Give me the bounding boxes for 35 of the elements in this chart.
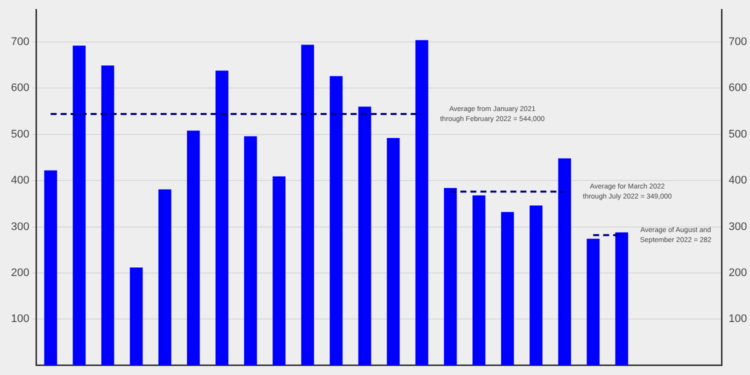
y2-tick-label: 200 <box>728 267 748 280</box>
bar <box>586 238 600 366</box>
y-tick-label: 400 <box>10 174 30 187</box>
y-tick-label: 600 <box>10 82 30 94</box>
bar <box>615 232 628 366</box>
bar <box>415 40 428 366</box>
bar <box>244 136 257 366</box>
y-tick-label: 300 <box>10 220 30 233</box>
y-tick-label: 200 <box>10 267 30 280</box>
bar <box>44 170 58 366</box>
y2-tick-label: 600 <box>728 82 748 94</box>
y2-tick-label: 100 <box>728 313 748 326</box>
bar <box>358 106 372 366</box>
bar <box>158 189 172 366</box>
bar <box>386 138 400 366</box>
y-tick-label: 500 <box>10 128 30 140</box>
y-tick-label: 700 <box>10 36 30 48</box>
bar <box>301 44 314 366</box>
bar <box>558 158 572 366</box>
bar <box>272 176 286 366</box>
bar <box>444 188 457 366</box>
bar <box>130 267 143 366</box>
y2-tick-label: 400 <box>728 174 748 187</box>
y-tick-label: 100 <box>10 313 30 326</box>
y2-tick-label: 500 <box>728 128 748 140</box>
bar <box>530 206 542 366</box>
bar <box>501 212 514 366</box>
bar <box>72 46 86 366</box>
bar <box>101 66 114 366</box>
y2-tick-label: 700 <box>728 36 748 48</box>
bar <box>216 70 228 366</box>
bar <box>472 195 486 366</box>
y2-tick-label: 300 <box>728 220 748 233</box>
bar <box>330 76 343 366</box>
bar <box>186 130 200 366</box>
